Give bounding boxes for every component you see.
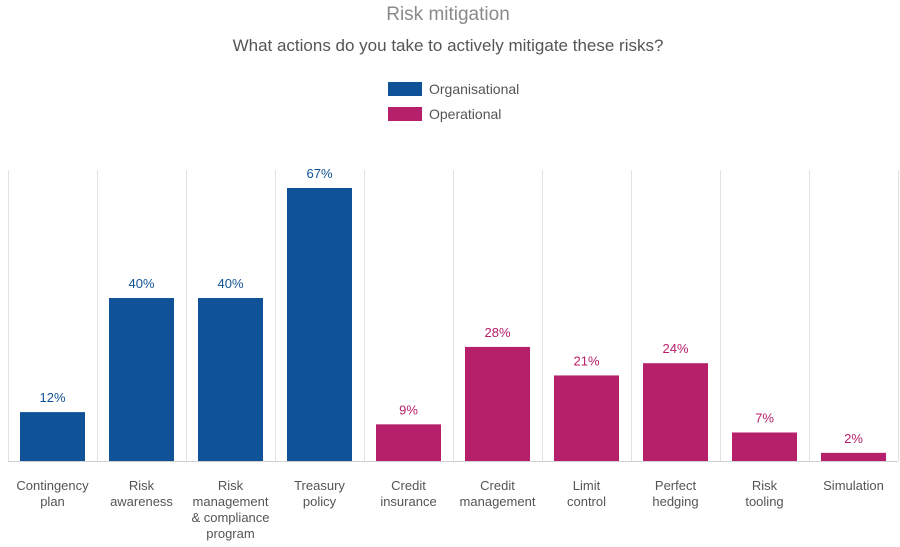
value-label: 2% [844,431,863,446]
category-label-line: management [460,494,536,509]
category-label: Simulation [823,478,884,493]
category-label: Treasury policy [294,478,345,509]
category-label-line: Treasury [294,478,345,493]
category-label-line: management [193,494,269,509]
value-label: 12% [39,390,65,405]
category-label-line: Contingency [16,478,89,493]
legend-swatch-operational [388,107,422,121]
category-label: Risk management & compliance program [191,478,269,541]
category-label: Contingency plan [16,478,89,509]
chart-subtitle: What actions do you take to actively mit… [233,36,664,55]
category-label-line: program [206,526,254,541]
value-label: 9% [399,402,418,417]
category-label: Risk awareness [110,478,173,509]
category-label-line: Limit [573,478,601,493]
bars [20,188,886,461]
category-label-line: control [567,494,606,509]
value-label: 40% [128,276,154,291]
value-label: 21% [573,353,599,368]
bar [554,375,619,461]
bar [20,412,85,461]
legend: Organisational Operational [388,81,519,122]
category-label: Credit insurance [380,478,436,509]
bar [732,432,797,461]
category-label-line: Risk [752,478,778,493]
category-label: Limit control [567,478,606,509]
category-label-line: Simulation [823,478,884,493]
column-dividers [8,170,899,462]
legend-label-operational: Operational [429,106,501,122]
category-label: Credit management [460,478,536,509]
value-label: 67% [306,166,332,181]
bar [643,363,708,461]
value-label: 40% [217,276,243,291]
value-labels: 12% 40% 40% 67% 9% 28% 21% 24% 7% 2% [39,166,863,446]
category-label-line: Credit [480,478,515,493]
category-label-line: plan [40,494,65,509]
category-label: Risk tooling [745,478,783,509]
value-label: 7% [755,410,774,425]
category-label-line: Perfect [655,478,697,493]
category-label-line: policy [303,494,337,509]
category-label-line: awareness [110,494,173,509]
category-label: Perfect hedging [652,478,698,509]
bar [465,346,530,461]
value-label: 28% [484,325,510,340]
bar [821,452,886,461]
category-label-line: Risk [218,478,244,493]
category-label-line: Risk [129,478,155,493]
category-label-line: tooling [745,494,783,509]
category-label-line: hedging [652,494,698,509]
bar [198,298,263,461]
legend-swatch-organisational [388,82,422,96]
chart-title: Risk mitigation [386,4,510,25]
bar [109,298,174,461]
category-label-line: Credit [391,478,426,493]
bar [376,424,441,461]
value-label: 24% [662,341,688,356]
category-label-line: & compliance [191,510,269,525]
category-label-line: insurance [380,494,436,509]
bar [287,188,352,461]
legend-label-organisational: Organisational [429,81,519,97]
